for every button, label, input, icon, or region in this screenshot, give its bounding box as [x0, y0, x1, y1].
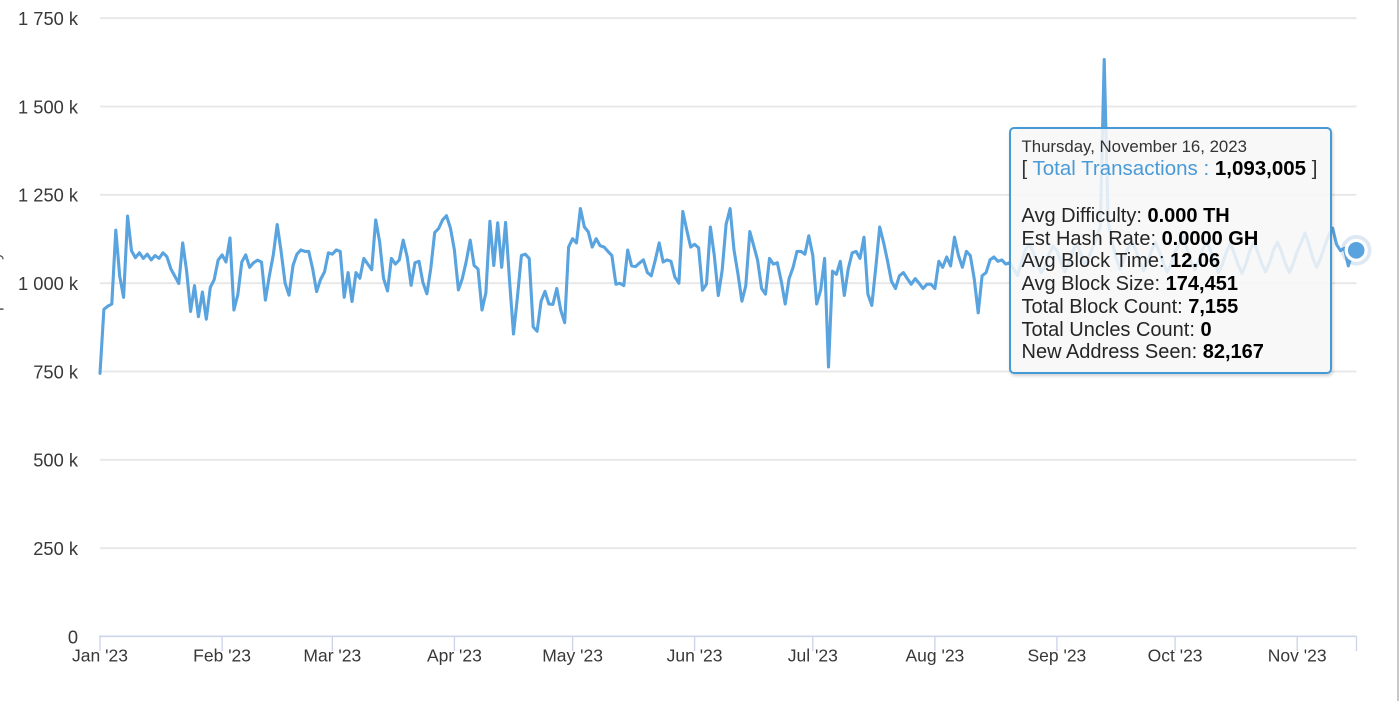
svg-text:250 k: 250 k	[33, 538, 79, 559]
svg-text:Jun '23: Jun '23	[667, 646, 723, 666]
svg-text:Transactions per Day: Transactions per Day	[0, 251, 4, 412]
svg-text:1 750 k: 1 750 k	[18, 8, 79, 29]
svg-text:Oct '23: Oct '23	[1148, 646, 1203, 666]
svg-text:500 k: 500 k	[33, 450, 79, 471]
svg-text:Jul '23: Jul '23	[788, 646, 838, 666]
svg-text:Aug '23: Aug '23	[905, 646, 964, 666]
svg-text:Feb '23: Feb '23	[193, 646, 251, 666]
svg-text:Sep '23: Sep '23	[1027, 646, 1086, 666]
svg-text:Mar '23: Mar '23	[303, 646, 361, 666]
svg-text:Apr '23: Apr '23	[427, 646, 482, 666]
svg-text:1 000 k: 1 000 k	[18, 273, 79, 294]
svg-text:1 250 k: 1 250 k	[18, 185, 79, 206]
svg-text:May '23: May '23	[542, 646, 603, 666]
svg-text:1 500 k: 1 500 k	[18, 96, 79, 117]
svg-text:0: 0	[68, 626, 78, 647]
svg-text:750 k: 750 k	[33, 361, 79, 382]
svg-text:Nov '23: Nov '23	[1268, 646, 1327, 666]
svg-text:Jan '23: Jan '23	[72, 646, 128, 666]
